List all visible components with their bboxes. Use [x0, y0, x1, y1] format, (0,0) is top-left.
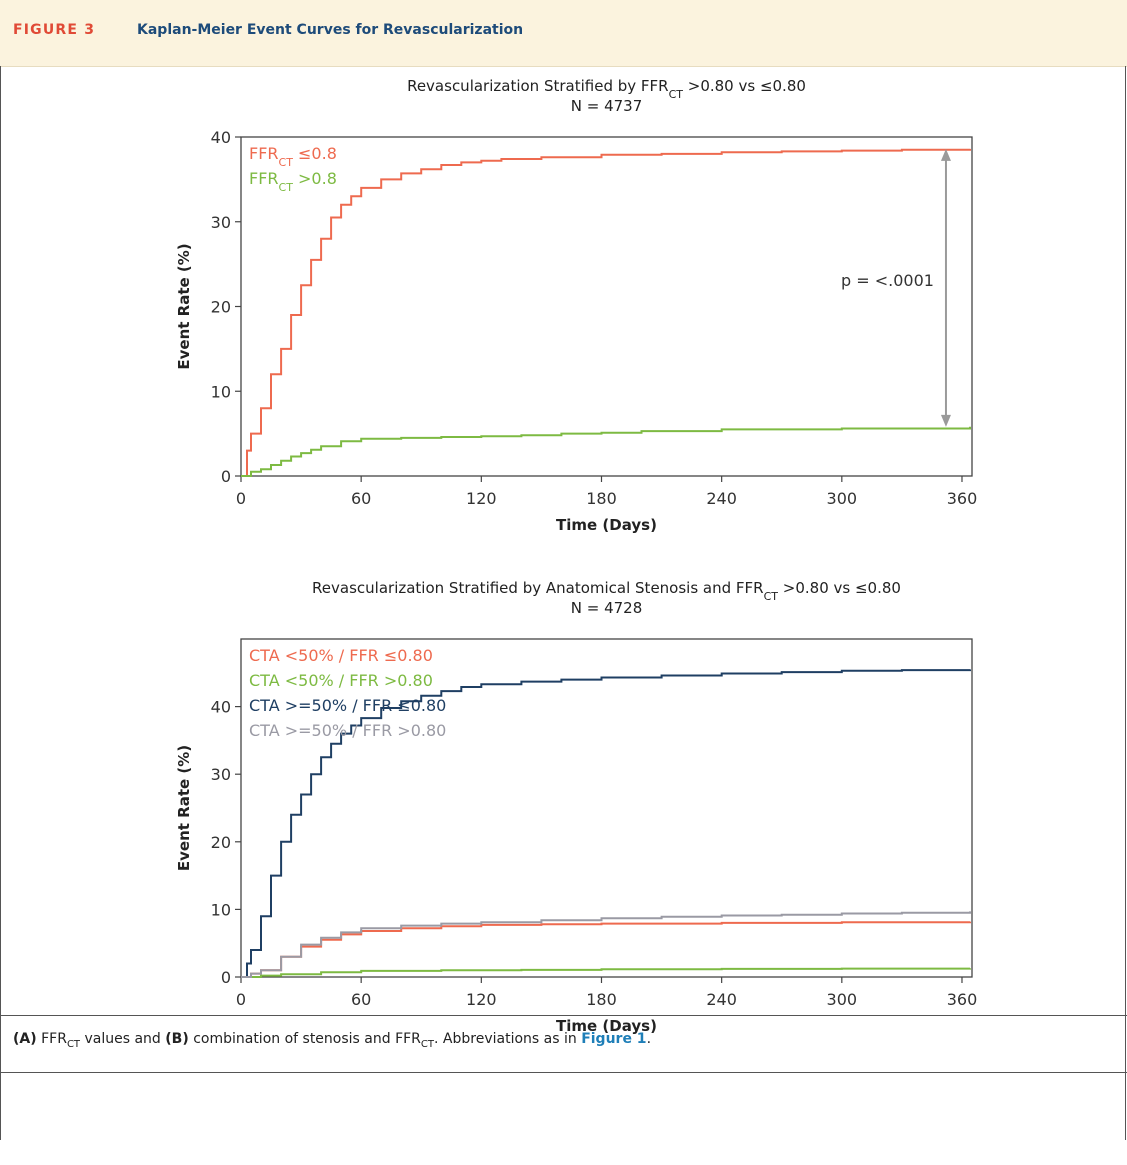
x-tick-label: 60 — [351, 990, 371, 1009]
x-tick-label: 0 — [236, 990, 246, 1009]
legend-entry-2: FFRCT >0.8 — [249, 169, 337, 194]
y-tick-label: 40 — [211, 698, 231, 717]
x-tick-label: 180 — [586, 990, 617, 1009]
series-line-2 — [241, 967, 971, 978]
y-tick-label: 20 — [211, 298, 231, 317]
y-axis-label: Event Rate (%) — [175, 745, 193, 871]
figure-caption: (A) FFRCT values and (B) combination of … — [13, 1031, 652, 1050]
legend-entry-1: CTA <50% / FFR ≤0.80 — [249, 646, 433, 665]
legend-entry-4: CTA >=50% / FFR >0.80 — [249, 721, 446, 740]
figure-border — [0, 66, 1126, 1140]
legend-entry-1: FFRCT ≤0.8 — [249, 144, 337, 169]
figure-1-link[interactable]: Figure 1 — [581, 1031, 647, 1047]
x-tick-label: 0 — [236, 489, 246, 508]
y-tick-label: 0 — [221, 467, 231, 486]
plot-area — [240, 136, 973, 477]
series-line-3 — [241, 669, 971, 978]
legend-entry-3: CTA >=50% / FFR ≤0.80 — [249, 696, 446, 715]
series-line-4 — [241, 911, 971, 978]
x-tick-label: 120 — [466, 489, 497, 508]
x-tick-label: 300 — [827, 990, 858, 1009]
series-line-2 — [241, 426, 971, 477]
x-tick-label: 360 — [947, 990, 978, 1009]
annotation-arrow-head-up — [940, 148, 951, 161]
y-tick-label: 10 — [211, 900, 231, 919]
figure-label: FIGURE 3 — [13, 22, 96, 38]
y-tick-label: 30 — [211, 213, 231, 232]
x-tick-label: 240 — [706, 990, 737, 1009]
caption-b-label: (B) — [165, 1031, 189, 1047]
x-tick-label: 180 — [586, 489, 617, 508]
plot-area — [240, 638, 973, 978]
y-tick-label: 10 — [211, 382, 231, 401]
figure-header: FIGURE 3 Kaplan-Meier Event Curves for R… — [0, 0, 1127, 67]
p-value-annotation: p = <.0001 — [841, 271, 934, 290]
x-tick-label: 300 — [827, 489, 858, 508]
y-tick-label: 30 — [211, 765, 231, 784]
y-tick-label: 20 — [211, 833, 231, 852]
y-axis-label: Event Rate (%) — [175, 243, 193, 369]
x-axis-label: Time (Days) — [556, 516, 657, 534]
annotation-arrow-head-down — [940, 414, 951, 427]
x-axis-label: Time (Days) — [556, 1017, 657, 1035]
caption-b-text: combination of stenosis and FFRCT. Abbre… — [193, 1031, 577, 1050]
series-line-1 — [241, 148, 971, 477]
figure-title: Kaplan-Meier Event Curves for Revascular… — [137, 22, 524, 38]
caption-a-label: (A) — [13, 1031, 37, 1047]
x-tick-label: 60 — [351, 489, 371, 508]
y-tick-label: 40 — [211, 128, 231, 147]
x-tick-label: 240 — [706, 489, 737, 508]
chart-title: Revascularization Stratified by Anatomic… — [312, 579, 901, 603]
chart-title: Revascularization Stratified by FFRCT >0… — [407, 77, 806, 101]
legend-entry-2: CTA <50% / FFR >0.80 — [249, 671, 433, 690]
caption-a-text: FFRCT values and — [41, 1031, 161, 1050]
chart-n-label: N = 4728 — [571, 599, 643, 617]
x-tick-label: 120 — [466, 990, 497, 1009]
x-tick-label: 360 — [947, 489, 978, 508]
chart-b: Revascularization Stratified by Anatomic… — [175, 579, 978, 1035]
chart-n-label: N = 4737 — [571, 97, 643, 115]
y-tick-label: 0 — [221, 968, 231, 987]
chart-a: Revascularization Stratified by FFRCT >0… — [175, 77, 978, 534]
caption-box — [0, 1015, 1127, 1073]
